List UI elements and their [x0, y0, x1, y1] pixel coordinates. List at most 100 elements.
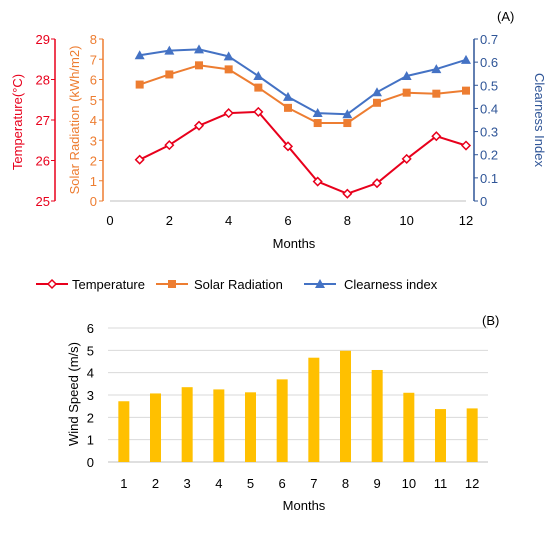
- panel-b-x-tick-label: 5: [247, 476, 254, 491]
- panel-b-y-tick-label: 5: [87, 343, 94, 358]
- point-temperature: [462, 142, 470, 150]
- panel-b-y-tick-label: 2: [87, 410, 94, 425]
- clearness-tick-label: 0: [480, 194, 487, 209]
- legend-label-temperature: Temperature: [72, 277, 145, 292]
- point-solar-radiation: [254, 84, 262, 92]
- panel-a-x-tick-label: 6: [284, 213, 291, 228]
- point-solar-radiation: [314, 119, 322, 127]
- series-line-temperature: [140, 112, 466, 194]
- point-solar-radiation: [284, 104, 292, 112]
- legend-label-clearness-index: Clearness index: [344, 277, 438, 292]
- bar: [467, 408, 478, 462]
- bar: [245, 392, 256, 462]
- panel-b-x-tick-label: 10: [402, 476, 416, 491]
- temperature-tick-label: 29: [36, 32, 50, 47]
- panel-a-x-tick-label: 10: [399, 213, 413, 228]
- bar: [435, 409, 446, 462]
- point-solar-radiation: [136, 81, 144, 89]
- temperature-tick-label: 27: [36, 113, 50, 128]
- legend-label-solar-radiation: Solar Radiation: [194, 277, 283, 292]
- point-solar-radiation: [165, 70, 173, 78]
- panel-b-x-tick-label: 4: [215, 476, 222, 491]
- panel-b-x-tick-label: 6: [279, 476, 286, 491]
- solar-tick-label: 2: [90, 154, 97, 169]
- point-solar-radiation: [462, 87, 470, 95]
- bar: [213, 389, 224, 462]
- temperature-tick-label: 28: [36, 73, 50, 88]
- panel-b-x-tick-label: 7: [310, 476, 317, 491]
- bar: [372, 370, 383, 462]
- panel-b-x-tick-label: 12: [465, 476, 479, 491]
- temperature-tick-label: 25: [36, 194, 50, 209]
- point-temperature: [136, 156, 144, 164]
- point-solar-radiation: [343, 119, 351, 127]
- panel-b-y-tick-label: 6: [87, 321, 94, 336]
- clearness-tick-label: 0.3: [480, 125, 498, 140]
- panel-a-x-tick-label: 12: [459, 213, 473, 228]
- point-clearness-index: [283, 92, 293, 101]
- bar: [308, 358, 319, 462]
- temperature-axis-title: Temperature(°C): [10, 74, 25, 170]
- panel-b-y-tick-label: 4: [87, 366, 94, 381]
- bar: [403, 393, 414, 462]
- panel-b-x-tick-label: 2: [152, 476, 159, 491]
- clearness-tick-label: 0.2: [480, 148, 498, 163]
- panel-b-y-tick-label: 1: [87, 433, 94, 448]
- solar-tick-label: 0: [90, 194, 97, 209]
- point-solar-radiation: [225, 65, 233, 73]
- point-solar-radiation: [373, 99, 381, 107]
- bar: [340, 351, 351, 462]
- solar-tick-label: 8: [90, 32, 97, 47]
- point-temperature: [225, 109, 233, 117]
- panel-a-plot: 0 2 4 6 8 10 12252627282901234567800.10.20.30.…: [36, 32, 499, 228]
- point-solar-radiation: [432, 90, 440, 98]
- point-solar-radiation: [195, 61, 203, 69]
- panel-b-x-tick-label: 8: [342, 476, 349, 491]
- panel-b-x-tick-label: 3: [184, 476, 191, 491]
- point-solar-radiation: [403, 89, 411, 97]
- clearness-tick-label: 0.4: [480, 101, 498, 116]
- solar-tick-label: 7: [90, 52, 97, 67]
- panel-b-label: (B): [482, 313, 499, 328]
- point-clearness-index: [253, 71, 263, 80]
- panel-a-label: (A): [497, 9, 514, 24]
- panel-b-ylabel: Wind Speed (m/s): [66, 342, 81, 446]
- clearness-axis-title: Clearness Index: [532, 73, 547, 167]
- bar: [118, 401, 129, 462]
- panel-b-x-tick-label: 9: [374, 476, 381, 491]
- point-temperature: [343, 190, 351, 198]
- panel-a-x-tick-label: 0: [106, 213, 113, 228]
- bar: [182, 387, 193, 462]
- clearness-tick-label: 0.6: [480, 55, 498, 70]
- panel-a-x-tick-label: 8: [344, 213, 351, 228]
- solar-tick-label: 5: [90, 93, 97, 108]
- solar-axis-title: Solar Radiation (kWh/m2): [67, 46, 82, 195]
- panel-a-x-tick-label: 2: [166, 213, 173, 228]
- clearness-tick-label: 0.5: [480, 78, 498, 93]
- clearness-tick-label: 0.1: [480, 171, 498, 186]
- series-line-clearness-index: [140, 49, 466, 114]
- clearness-tick-label: 0.7: [480, 32, 498, 47]
- bar: [150, 393, 161, 462]
- temperature-tick-label: 26: [36, 154, 50, 169]
- solar-tick-label: 4: [90, 113, 97, 128]
- point-clearness-index: [372, 87, 382, 96]
- panel-b-xlabel: Months: [283, 498, 326, 513]
- legend: Temperature Solar Radiation Clearness in…: [36, 277, 438, 292]
- panel-b-x-tick-label: 1: [120, 476, 127, 491]
- solar-tick-label: 6: [90, 73, 97, 88]
- point-clearness-index: [461, 55, 471, 64]
- legend-item-clearness-index: Clearness index: [304, 277, 438, 292]
- panel-b-x-tick-label: 11: [434, 476, 448, 491]
- panel-b-y-tick-label: 3: [87, 388, 94, 403]
- solar-tick-label: 1: [90, 174, 97, 189]
- solar-tick-label: 3: [90, 133, 97, 148]
- legend-item-solar-radiation: Solar Radiation: [156, 277, 283, 292]
- legend-item-temperature: Temperature: [36, 277, 145, 292]
- panel-b-y-tick-label: 0: [87, 455, 94, 470]
- bar: [277, 379, 288, 462]
- panel-a-xlabel: Months: [273, 236, 316, 251]
- panel-a-x-tick-label: 4: [225, 213, 232, 228]
